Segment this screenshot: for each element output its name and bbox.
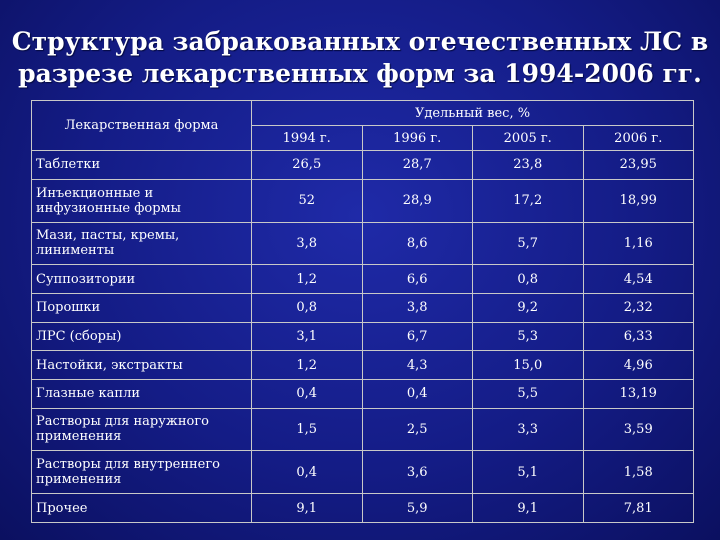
table-row: Растворы для наружного применения 1,5 2,5 3… bbox=[31, 407, 695, 452]
share-value-cell: 0,4 bbox=[251, 450, 363, 495]
slide-title-line-2: разрезе лекарственных форм за 1994-2006 … bbox=[18, 59, 702, 88]
year-header: 2006 г. bbox=[582, 125, 695, 151]
dosage-form-cell: Прочее bbox=[31, 493, 252, 523]
share-value-cell: 18,99 bbox=[582, 178, 695, 223]
table-body: Таблетки 26,5 28,7 23,8 23,95 Инъекционные и … bbox=[31, 150, 695, 523]
dosage-form-cell: Растворы для наружного применения bbox=[31, 407, 252, 452]
table-row: Таблетки 26,5 28,7 23,8 23,95 bbox=[31, 150, 695, 180]
share-value-cell: 3,8 bbox=[251, 221, 363, 266]
share-value-cell: 9,1 bbox=[251, 493, 363, 523]
slide-title-line-1: Структура забракованных отечественных ЛС… bbox=[11, 27, 709, 56]
dosage-form-cell: Мази, пасты, кремы, линименты bbox=[31, 221, 252, 266]
table-row: Настойки, экстракты 1,2 4,3 15,0 4,96 bbox=[31, 350, 695, 380]
share-value-cell: 4,3 bbox=[361, 350, 473, 380]
share-percent-header: Удельный вес, % bbox=[250, 100, 695, 126]
slide-title: Структура забракованных отечественных ЛС… bbox=[0, 26, 720, 90]
share-value-cell: 2,32 bbox=[582, 293, 695, 323]
share-value-cell: 0,8 bbox=[251, 293, 363, 323]
table-row: ЛРС (сборы) 3,1 6,7 5,3 6,33 bbox=[31, 321, 695, 352]
share-value-cell: 28,7 bbox=[361, 150, 473, 180]
defect-structure-table: Лекарственная форма Удельный вес, % 1994… bbox=[31, 100, 695, 523]
dosage-form-cell: Порошки bbox=[31, 293, 252, 323]
dosage-form-cell: Инъекционные и инфузионные формы bbox=[31, 178, 252, 223]
share-value-cell: 5,9 bbox=[361, 493, 473, 523]
share-value-cell: 4,96 bbox=[582, 350, 695, 380]
share-value-cell: 8,6 bbox=[361, 221, 473, 266]
share-value-cell: 26,5 bbox=[251, 150, 363, 180]
share-value-cell: 6,33 bbox=[582, 321, 695, 352]
dosage-form-cell: Растворы для внутреннего применения bbox=[31, 450, 252, 495]
dosage-form-cell: Глазные капли bbox=[31, 378, 252, 409]
share-value-cell: 3,6 bbox=[361, 450, 473, 495]
table-row: Прочее 9,1 5,9 9,1 7,81 bbox=[31, 493, 695, 523]
share-value-cell: 0,4 bbox=[361, 378, 473, 409]
share-value-cell: 15,0 bbox=[472, 350, 584, 380]
table-row: Порошки 0,8 3,8 9,2 2,32 bbox=[31, 293, 695, 323]
share-value-cell: 1,16 bbox=[582, 221, 695, 266]
share-value-cell: 5,1 bbox=[472, 450, 584, 495]
year-header: 2005 г. bbox=[472, 125, 584, 151]
share-value-cell: 1,2 bbox=[251, 264, 363, 295]
share-value-cell: 23,95 bbox=[582, 150, 695, 180]
share-value-cell: 1,2 bbox=[251, 350, 363, 380]
share-value-cell: 13,19 bbox=[582, 378, 695, 409]
share-value-cell: 3,59 bbox=[582, 407, 695, 452]
share-value-cell: 5,5 bbox=[472, 378, 584, 409]
dosage-form-header: Лекарственная форма bbox=[31, 100, 252, 151]
share-value-cell: 6,6 bbox=[361, 264, 473, 295]
share-value-cell: 52 bbox=[251, 178, 363, 223]
dosage-form-cell: Настойки, экстракты bbox=[31, 350, 252, 380]
dosage-form-cell: Таблетки bbox=[31, 150, 252, 180]
table-row: Суппозитории 1,2 6,6 0,8 4,54 bbox=[31, 264, 695, 295]
share-value-cell: 3,1 bbox=[251, 321, 363, 352]
dosage-form-cell: Суппозитории bbox=[31, 264, 252, 295]
share-value-cell: 9,2 bbox=[472, 293, 584, 323]
share-value-cell: 4,54 bbox=[582, 264, 695, 295]
table-row: Растворы для внутреннего применения 0,4 3,… bbox=[31, 450, 695, 495]
share-value-cell: 5,3 bbox=[472, 321, 584, 352]
share-value-cell: 5,7 bbox=[472, 221, 584, 266]
share-value-cell: 0,4 bbox=[251, 378, 363, 409]
share-value-cell: 28,9 bbox=[361, 178, 473, 223]
share-value-cell: 2,5 bbox=[361, 407, 473, 452]
share-value-cell: 1,5 bbox=[251, 407, 363, 452]
share-value-cell: 6,7 bbox=[361, 321, 473, 352]
share-value-cell: 0,8 bbox=[472, 264, 584, 295]
table-row: Мази, пасты, кремы, линименты 3,8 8,6 5,7 1,… bbox=[31, 221, 695, 266]
table-header-row: Лекарственная форма Удельный вес, % bbox=[31, 100, 695, 151]
share-value-cell: 9,1 bbox=[472, 493, 584, 523]
share-value-cell: 1,58 bbox=[582, 450, 695, 495]
year-header-row: 1994 г. 1996 г. 2005 г. 2006 г. bbox=[32, 125, 695, 151]
year-header: 1994 г. bbox=[251, 125, 363, 151]
share-value-cell: 7,81 bbox=[582, 493, 695, 523]
table-row: Глазные капли 0,4 0,4 5,5 13,19 bbox=[31, 378, 695, 409]
dosage-form-cell: ЛРС (сборы) bbox=[31, 321, 252, 352]
share-value-cell: 17,2 bbox=[472, 178, 584, 223]
share-value-cell: 3,8 bbox=[361, 293, 473, 323]
table-row: Инъекционные и инфузионные формы 52 28,9 17… bbox=[31, 178, 695, 223]
share-value-cell: 23,8 bbox=[472, 150, 584, 180]
share-value-cell: 3,3 bbox=[472, 407, 584, 452]
year-header: 1996 г. bbox=[361, 125, 473, 151]
